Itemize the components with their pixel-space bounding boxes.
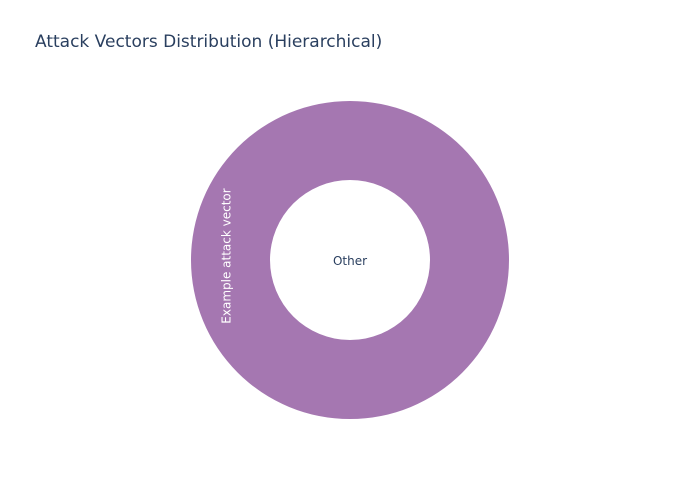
root-label: Other [333, 254, 367, 268]
sunburst-layer: Example attack vector [190, 100, 509, 420]
sunburst-segment-label: Example attack vector [220, 188, 234, 323]
chart-title: Attack Vectors Distribution (Hierarchica… [35, 32, 383, 52]
sunburst-segment[interactable] [190, 100, 509, 420]
